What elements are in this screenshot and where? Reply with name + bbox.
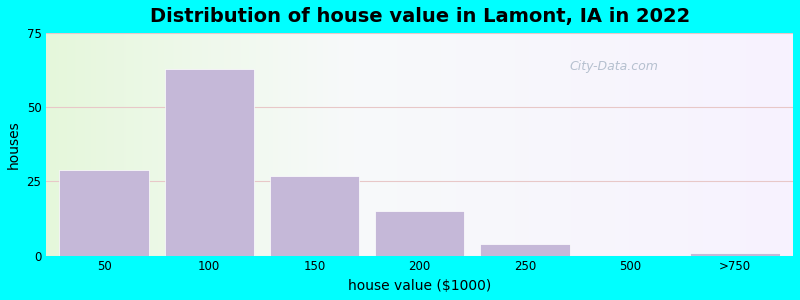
Title: Distribution of house value in Lamont, IA in 2022: Distribution of house value in Lamont, I… [150,7,690,26]
Bar [270,176,359,256]
Bar [480,244,570,256]
Bar [165,69,254,256]
Text: City-Data.com: City-Data.com [569,60,658,73]
X-axis label: house value ($1000): house value ($1000) [348,279,491,293]
Bar [375,211,464,256]
Y-axis label: houses: houses [7,120,21,169]
Bar [690,253,780,256]
Bar [59,169,149,256]
